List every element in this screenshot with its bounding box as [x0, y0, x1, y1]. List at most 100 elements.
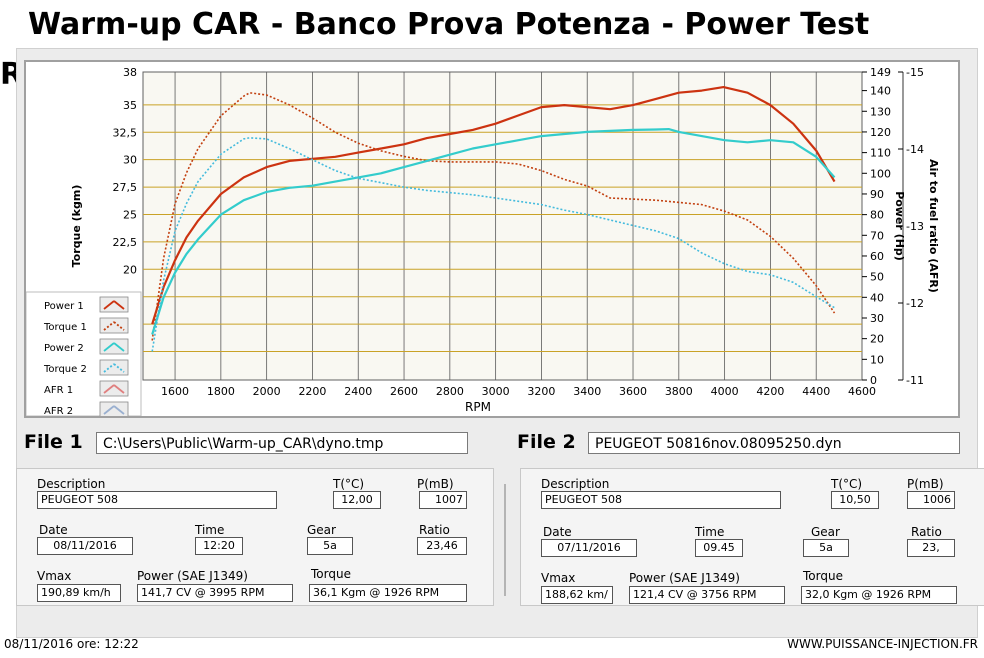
torque-tick-label: 20 — [123, 263, 137, 276]
power-tick-label: 120 — [870, 126, 891, 139]
x-tick-label: 1600 — [161, 385, 189, 398]
torque-tick-label: 22,5 — [113, 236, 138, 249]
file1-torque-field[interactable]: 36,1 Kgm @ 1926 RPM — [309, 584, 467, 602]
power-tick-label: 90 — [870, 188, 884, 201]
legend-label: Torque 1 — [43, 322, 87, 333]
legend-label: Power 1 — [44, 301, 84, 312]
file2-temp-label: T(°C) — [831, 477, 863, 491]
file1-power-label: Power (SAE J1349) — [137, 569, 248, 583]
torque-axis-label: Torque (kgm) — [70, 185, 83, 268]
footer-website: WWW.PUISSANCE-INJECTION.FR — [787, 637, 978, 651]
afr-tick-label: -14 — [906, 143, 924, 156]
torque-tick-label: 32,5 — [113, 126, 138, 139]
x-tick-label: 2800 — [436, 385, 464, 398]
file2-vmax-label: Vmax — [541, 571, 576, 585]
torque-tick-label: 30 — [123, 154, 137, 167]
series-torque-1-line — [151, 91, 836, 341]
afr-tick-label: -15 — [906, 66, 924, 79]
power-axis-label: Power (Hp) — [893, 191, 906, 261]
file2-description-field[interactable]: PEUGEOT 508 — [541, 491, 781, 509]
file2-torque-field[interactable]: 32,0 Kgm @ 1926 RPM — [801, 586, 957, 604]
file2-vmax-field[interactable]: 188,62 km/ — [541, 586, 613, 604]
file2-pressure-field[interactable]: 1006 — [907, 491, 955, 509]
report-title: Warm-up CAR - Banco Prova Potenza - Powe… — [0, 7, 870, 92]
info-panels-separator — [504, 484, 506, 596]
legend-swatch — [99, 296, 129, 313]
legend-label: Power 2 — [44, 343, 84, 354]
file2-info-panel: Description PEUGEOT 508 T(°C) 10,50 P(mB… — [520, 468, 984, 606]
power-tick-label: 100 — [870, 167, 891, 180]
file1-path-field[interactable]: C:\Users\Public\Warm-up_CAR\dyno.tmp — [96, 432, 468, 454]
x-tick-label: 4200 — [756, 385, 784, 398]
x-tick-label: 2600 — [390, 385, 418, 398]
legend-swatch-line — [113, 342, 125, 352]
file2-power-field[interactable]: 121,4 CV @ 3756 RPM — [629, 586, 785, 604]
afr-tick-label: -13 — [906, 220, 924, 233]
series-power-2-line — [151, 127, 836, 335]
legend-swatch-line — [113, 300, 125, 310]
file2-power-label: Power (SAE J1349) — [629, 571, 740, 585]
torque-tick-label: 25 — [123, 208, 137, 221]
file1-pressure-label: P(mB) — [417, 477, 454, 491]
series-power-1-line — [151, 86, 836, 325]
file1-description-label: Description — [37, 477, 106, 491]
file2-label: File 2 — [517, 431, 576, 453]
file1-time-label: Time — [195, 523, 225, 537]
file2-path-field[interactable]: PEUGEOT 50816nov.08095250.dyn — [588, 432, 960, 454]
file2-date-field[interactable]: 07/11/2016 — [541, 539, 637, 557]
legend-swatch-line — [113, 405, 125, 415]
file1-ratio-field[interactable]: 23,46 — [417, 537, 467, 555]
power-tick-label: 20 — [870, 333, 884, 346]
footer-timestamp: 08/11/2016 ore: 12:22 — [4, 637, 139, 651]
file1-label: File 1 — [24, 431, 83, 453]
x-tick-label: 1800 — [207, 385, 235, 398]
afr-tick-label: -11 — [906, 374, 924, 387]
file2-date-label: Date — [543, 525, 572, 539]
x-tick-label: 2200 — [298, 385, 326, 398]
power-tick-label: 70 — [870, 229, 884, 242]
dyno-chart: 1600 1800 2000 2200 2400 2600 2800 3000 3200 3400… — [25, 66, 940, 418]
power-tick-label: 60 — [870, 250, 884, 263]
file1-temp-label: T(°C) — [333, 477, 365, 491]
power-tick-label: 0 — [870, 374, 877, 387]
torque-tick-label: 27,5 — [113, 181, 138, 194]
file1-time-field[interactable]: 12:20 — [195, 537, 243, 555]
legend-label: AFR 1 — [44, 385, 73, 396]
file2-ratio-field[interactable]: 23, — [907, 539, 955, 557]
torque-tick-label: 35 — [123, 99, 137, 112]
file2-torque-label: Torque — [803, 569, 843, 583]
power-tick-label: 50 — [870, 271, 884, 284]
file1-gear-field[interactable]: 5a — [307, 537, 353, 555]
x-tick-label: 4400 — [802, 385, 830, 398]
file1-temp-field[interactable]: 12,00 — [333, 491, 381, 509]
torque-tick-label: 38 — [123, 66, 137, 79]
legend-label: Torque 2 — [43, 364, 87, 375]
file1-date-field[interactable]: 08/11/2016 — [37, 537, 133, 555]
plot-area — [142, 71, 863, 381]
file2-temp-field[interactable]: 10,50 — [831, 491, 879, 509]
legend-swatch — [99, 338, 129, 355]
power-tick-label: 130 — [870, 105, 891, 118]
file1-power-field[interactable]: 141,7 CV @ 3995 RPM — [137, 584, 293, 602]
legend-swatch-line — [103, 405, 115, 415]
x-tick-label: 4000 — [711, 385, 739, 398]
x-tick-label: 3000 — [482, 385, 510, 398]
power-tick-label: 10 — [870, 353, 884, 366]
file1-vmax-field[interactable]: 190,89 km/h — [37, 584, 121, 602]
file1-info-panel: Description PEUGEOT 508 T(°C) 12,00 P(mB… — [16, 468, 494, 606]
file1-description-field[interactable]: PEUGEOT 508 — [37, 491, 277, 509]
power-tick-label: 30 — [870, 312, 884, 325]
file1-torque-label: Torque — [311, 567, 351, 581]
file2-gear-field[interactable]: 5a — [803, 539, 849, 557]
file1-gear-label: Gear — [307, 523, 336, 537]
file2-time-label: Time — [695, 525, 725, 539]
legend-swatch-line — [103, 300, 115, 310]
legend-swatch-line — [113, 384, 125, 394]
x-tick-label: 4600 — [848, 385, 876, 398]
file2-time-field[interactable]: 09.45 — [695, 539, 743, 557]
file2-gear-label: Gear — [811, 525, 840, 539]
file1-pressure-field[interactable]: 1007 — [419, 491, 467, 509]
legend-swatch — [99, 317, 129, 334]
legend-swatch-line — [103, 384, 115, 394]
file1-date-label: Date — [39, 523, 68, 537]
